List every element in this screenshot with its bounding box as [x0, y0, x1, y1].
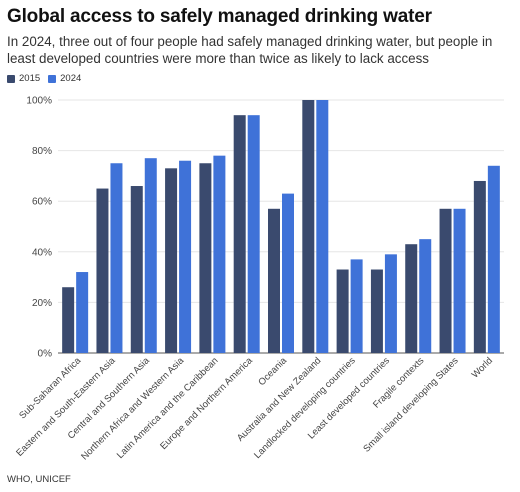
y-tick-label: 20%: [32, 298, 52, 309]
bar-2024: [384, 254, 397, 353]
bar-2024: [247, 115, 260, 354]
x-tick-label: World: [470, 355, 495, 380]
bar-2024: [316, 100, 329, 353]
bar-2024: [453, 208, 466, 353]
bar-2024: [419, 239, 432, 353]
source-note: WHO, UNICEF: [7, 474, 71, 485]
bar-2015: [302, 100, 315, 353]
bar-2024: [487, 165, 500, 353]
bar-chart: 0%20%40%60%80%100%Sub-Saharan AfricaEast…: [14, 96, 504, 462]
bar-2015: [165, 168, 178, 353]
bar-2015: [130, 186, 143, 353]
legend-label-2024: 2024: [60, 73, 82, 84]
bar-2015: [62, 287, 75, 353]
bar-2024: [110, 163, 123, 353]
bar-2015: [473, 180, 486, 353]
bar-2015: [268, 208, 280, 353]
bar-2015: [199, 163, 212, 353]
bar-2015: [405, 244, 418, 353]
legend-item-2024: 2024: [48, 73, 81, 84]
bar-2015: [96, 188, 109, 353]
chart-subtitle: In 2024, three out of four people had sa…: [7, 34, 493, 66]
bar-2015: [336, 269, 349, 353]
bar-2024: [213, 155, 226, 353]
y-tick-label: 60%: [32, 197, 52, 208]
bar-2024: [179, 160, 192, 353]
bar-2024: [144, 158, 157, 353]
y-tick-label: 40%: [32, 247, 52, 258]
legend-label-2015: 2015: [19, 73, 41, 84]
bar-2015: [439, 208, 452, 353]
legend-item-2015: 2015: [7, 73, 40, 84]
legend-swatch-2024: [48, 74, 57, 83]
bar-2024: [76, 272, 89, 353]
bar-2024: [350, 259, 363, 353]
bar-2015: [370, 269, 383, 353]
bar-2024: [282, 193, 294, 353]
y-tick-label: 80%: [32, 146, 52, 157]
y-tick-label: 0%: [38, 349, 53, 360]
x-tick-label: Sub-Saharan Africa: [17, 355, 84, 422]
x-tick-label: Oceania: [256, 355, 289, 388]
legend: 2015 2024: [7, 73, 89, 84]
y-tick-label: 100%: [26, 96, 52, 107]
legend-swatch-2015: [7, 74, 15, 83]
bar-2015: [233, 115, 246, 354]
chart-title: Global access to safely managed drinking…: [7, 6, 432, 27]
